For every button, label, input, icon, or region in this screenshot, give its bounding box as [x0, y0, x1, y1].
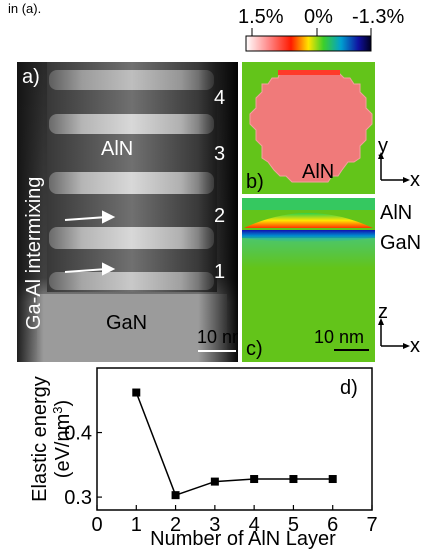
x-tick-label: 0: [91, 514, 102, 536]
x-tick-label: 3: [209, 514, 220, 536]
scalebar-label-c: 10 nm: [314, 327, 365, 347]
chart-svg: d) Number of AlN Layer Elastic energy (e…: [29, 367, 378, 550]
layer-number-2: 2: [214, 205, 226, 227]
intermixing-label: Ga-Al intermixing: [23, 176, 45, 330]
x-tick-label: 1: [131, 514, 142, 536]
axis-indicator-yx: y x: [376, 130, 426, 200]
panel-c-tag: c): [246, 338, 263, 360]
data-point: [171, 491, 180, 500]
colorbar-label-max: 1.5%: [238, 6, 284, 28]
panel-d-tag: d): [340, 377, 358, 399]
axis-x-label-c: x: [410, 335, 420, 357]
colorbar-gradient: [245, 28, 372, 52]
y-tick-label: 0.4: [64, 423, 92, 445]
axis-y-label: y: [378, 135, 388, 157]
axis-x-label-b: x: [410, 169, 420, 191]
cross-section-map: [242, 198, 375, 362]
x-tick-label: 6: [327, 514, 338, 536]
aln-label-b: AlN: [302, 161, 335, 183]
colorbar-label-zero: 0%: [304, 6, 333, 28]
layer-number-1: 1: [214, 261, 226, 283]
data-point: [328, 475, 337, 484]
data-point: [289, 475, 298, 484]
data-point: [210, 477, 219, 486]
strain-map-cross-section: 10 nm c): [242, 198, 375, 362]
axis-arrows-icon: [378, 318, 410, 349]
x-tick-label: 2: [170, 514, 181, 536]
y-axis-label: Elastic energy: [29, 376, 51, 502]
elastic-energy-chart: d) Number of AlN Layer Elastic energy (e…: [0, 360, 426, 550]
y-tick-label: 0.3: [64, 487, 92, 509]
gan-label-a: GaN: [106, 312, 148, 334]
plot-area: [96, 367, 373, 511]
aln-label-c: AlN: [380, 202, 413, 224]
layer-number-3: 3: [214, 143, 226, 165]
x-tick-label: 5: [288, 514, 299, 536]
axis-z-label: z: [378, 301, 388, 323]
y-axis-unit: (eV/nm3): [50, 400, 74, 478]
x-axis-label: Number of AlN Layer: [150, 528, 336, 550]
top-view-dot: [249, 70, 373, 183]
stem-image-panel: a) 4 3 2 1 AlN GaN 10 nm Ga-Al intermixi…: [17, 62, 238, 362]
x-tick-label: 7: [366, 514, 377, 536]
gan-label-c: GaN: [380, 232, 422, 254]
axis-arrows-icon: [378, 152, 410, 183]
data-point: [250, 475, 259, 484]
colorbar-label-min: -1.3%: [352, 6, 405, 28]
aln-label-a: AlN: [101, 138, 134, 160]
panel-b-tag: b): [246, 171, 264, 193]
colorbar: 1.5% 0% -1.3%: [238, 5, 404, 53]
strain-map-top-view: AlN b): [242, 62, 375, 194]
layer-number-4: 4: [214, 87, 226, 109]
panel-a-tag: a): [22, 66, 40, 88]
x-tick-label: 4: [249, 514, 260, 536]
data-point: [132, 388, 141, 397]
figure-caption-fragment: in (a).: [8, 1, 42, 16]
series-line: [135, 392, 333, 497]
scalebar-label-a: 10 nm: [197, 327, 238, 347]
axis-indicator-zx: z x: [376, 300, 426, 370]
stem-image: [17, 62, 238, 362]
